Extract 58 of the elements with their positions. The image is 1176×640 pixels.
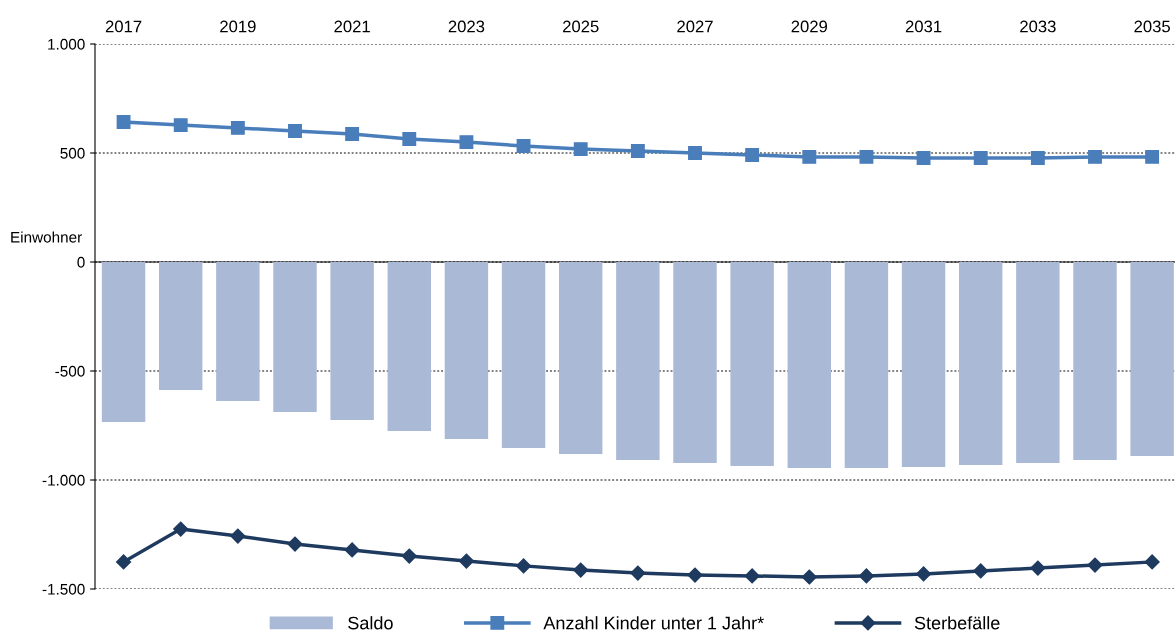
x-tick-label: 2025 [563, 20, 599, 33]
point [1030, 151, 1045, 165]
point [801, 569, 817, 585]
x-tick-label: 2033 [1020, 20, 1056, 33]
y-tick-label: 0 [77, 256, 85, 268]
point [573, 142, 588, 157]
point [1087, 557, 1103, 573]
point [344, 542, 360, 558]
legend-label: Saldo [348, 616, 393, 630]
point [288, 124, 302, 138]
x-tick-label: 2027 [677, 20, 713, 33]
point [459, 135, 474, 150]
point [745, 148, 760, 162]
y-tick-label: -1.500 [42, 583, 85, 595]
x-tick-label: 2035 [1134, 20, 1170, 33]
point [688, 146, 702, 160]
x-tick-label: 2029 [791, 20, 828, 33]
point [116, 115, 131, 129]
x-tick-label: 2021 [334, 20, 370, 33]
point [916, 566, 932, 582]
point [687, 567, 703, 583]
point [744, 568, 760, 584]
point [516, 139, 531, 153]
point [859, 149, 874, 164]
legend-label: Sterbefälle [914, 616, 1000, 630]
point [1145, 149, 1160, 164]
point [1144, 554, 1160, 570]
y-tick-label: -500 [55, 365, 85, 377]
legend-label: Anzahl Kinder unter 1 Jahr* [543, 616, 764, 630]
y-tick-label: 500 [60, 147, 85, 159]
point [401, 548, 417, 564]
point [402, 132, 417, 146]
x-tick-label: 2023 [448, 20, 485, 33]
y-axis-title: Einwohner [11, 231, 82, 243]
point [230, 120, 245, 135]
point [230, 528, 246, 544]
point [630, 565, 646, 581]
point [173, 521, 189, 537]
x-tick-label: 2031 [905, 20, 942, 33]
point [973, 563, 989, 579]
point [516, 558, 532, 574]
point [1030, 560, 1046, 576]
point [630, 144, 645, 158]
point [173, 118, 188, 133]
point [916, 151, 931, 165]
y-tick-label: 1.000 [48, 38, 85, 50]
point [858, 568, 874, 584]
point [287, 536, 303, 552]
point [573, 562, 589, 578]
x-tick-label: 2019 [220, 20, 256, 33]
x-tick-label: 2017 [105, 20, 142, 33]
point [345, 127, 360, 141]
point [116, 554, 132, 570]
point [973, 151, 988, 165]
point [802, 149, 817, 164]
y-tick-label: -1.000 [42, 474, 85, 486]
point [458, 553, 474, 569]
point [1088, 149, 1102, 164]
